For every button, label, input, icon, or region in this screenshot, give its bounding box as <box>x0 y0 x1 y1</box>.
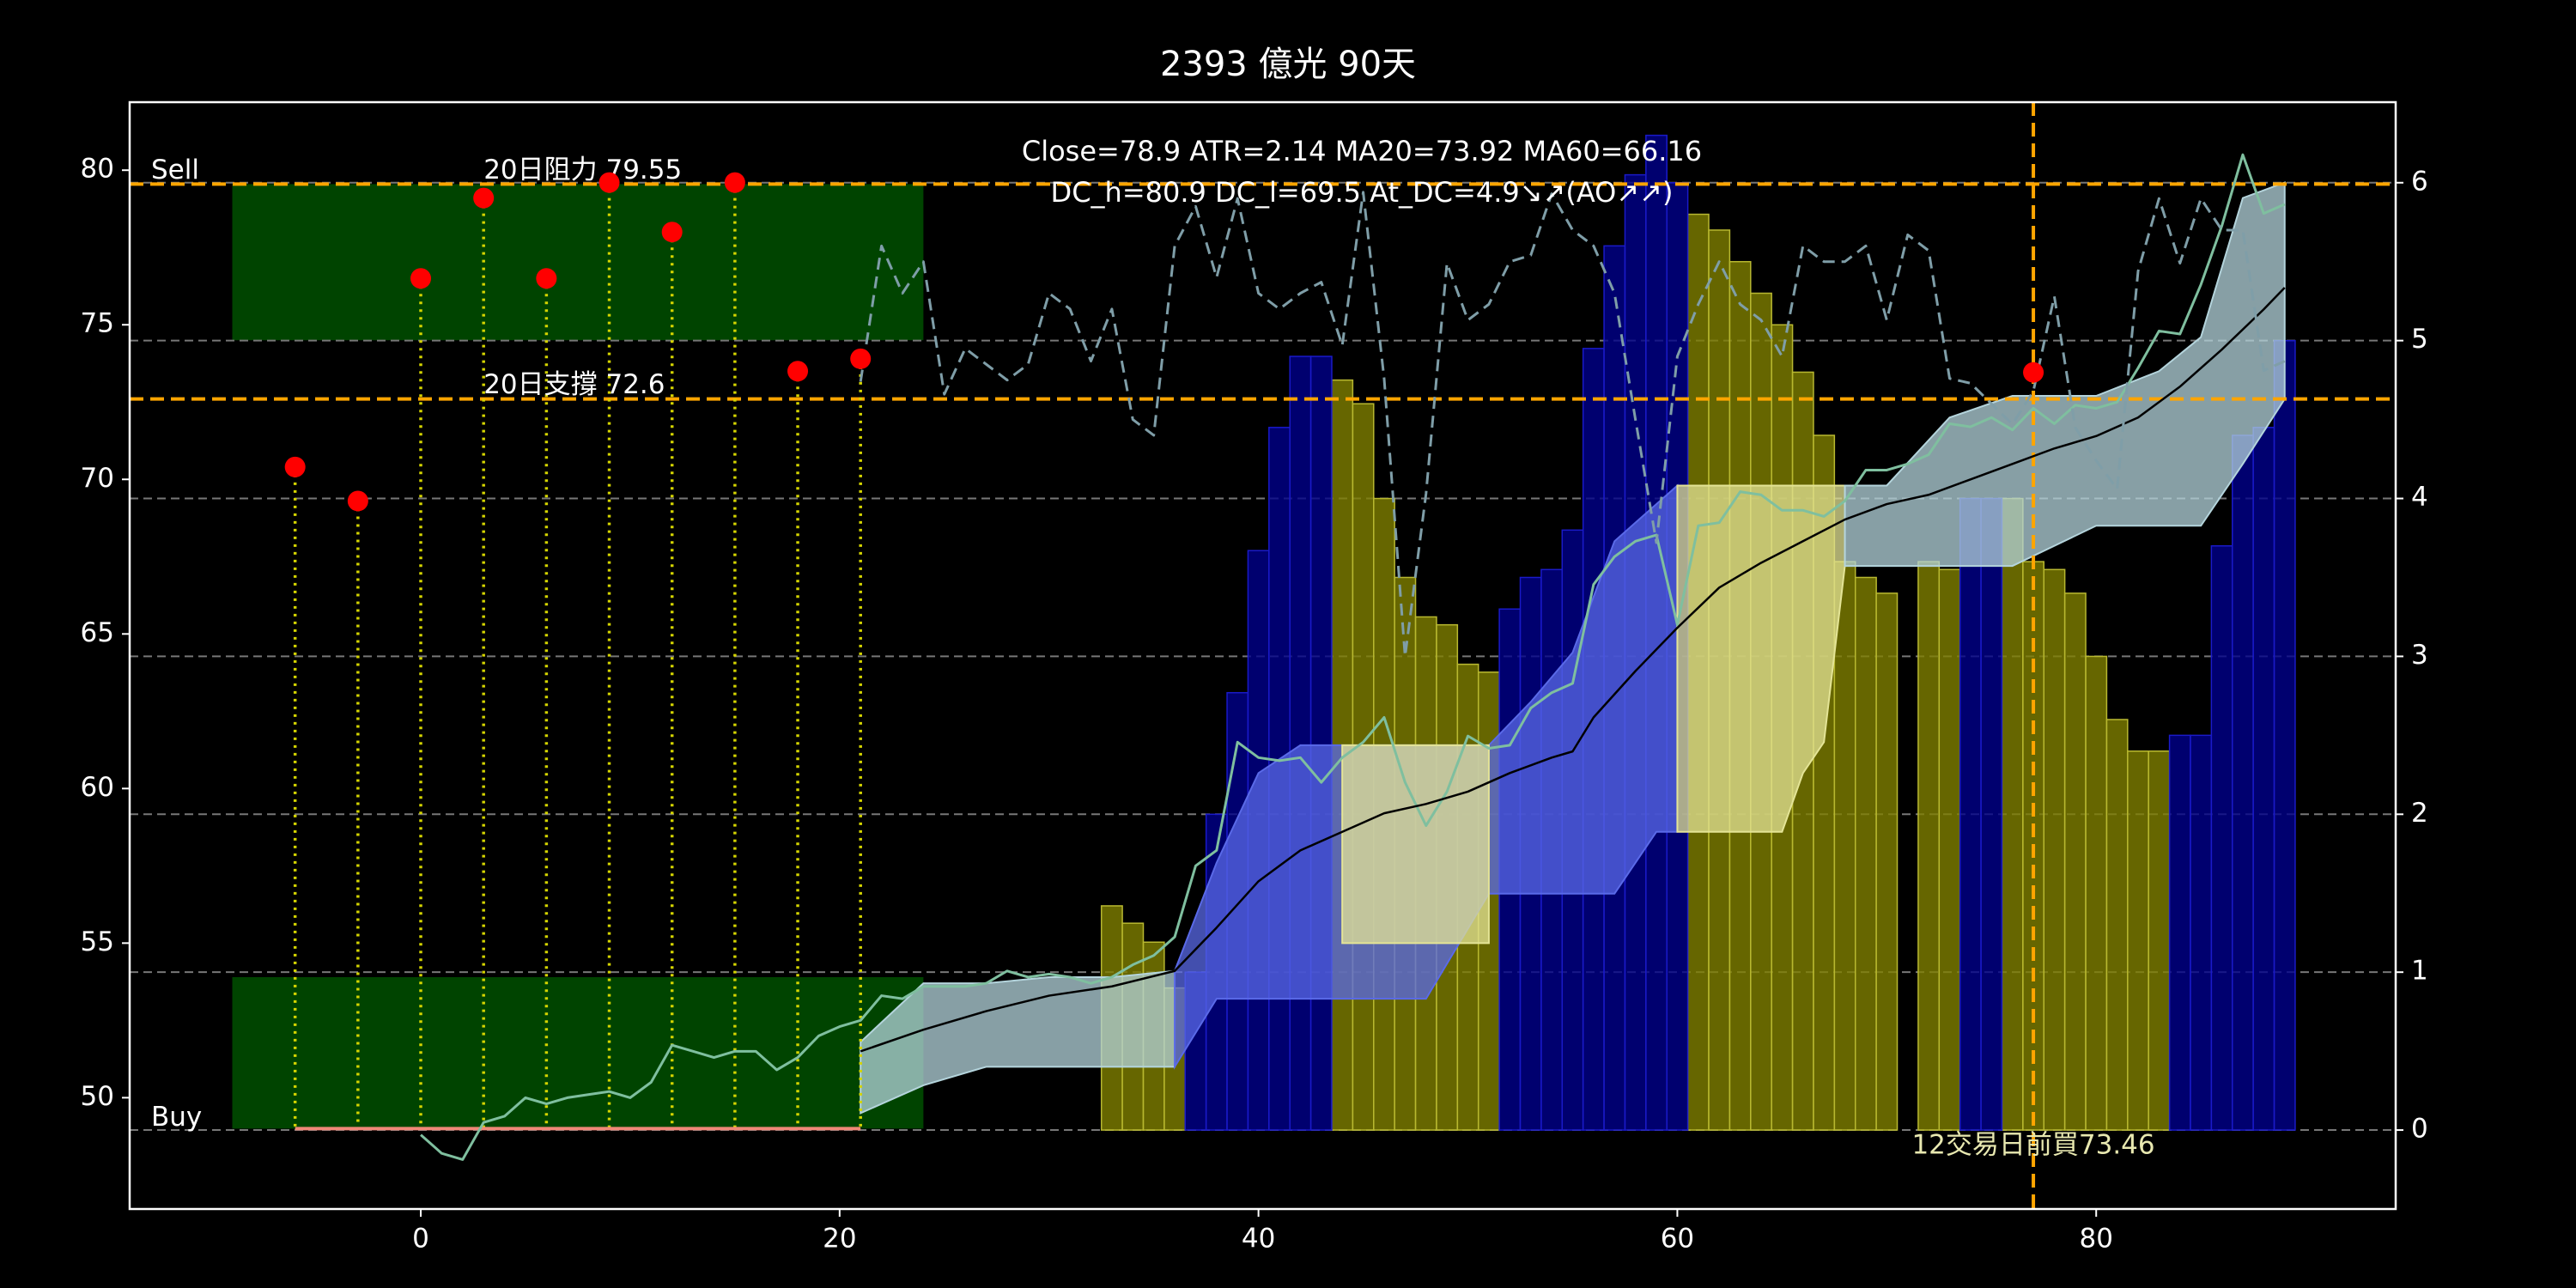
band <box>1844 181 2286 568</box>
signal-dot <box>473 187 495 209</box>
level-label: 20日支撐 72.6 <box>483 369 665 400</box>
zone <box>232 184 924 341</box>
signal-dot <box>410 268 432 289</box>
y-tick-label: 65 <box>81 617 114 648</box>
bar <box>1917 561 1941 1131</box>
signal-dot <box>724 172 745 193</box>
band <box>1341 744 1490 945</box>
x-tick-label: 80 <box>2079 1224 2112 1255</box>
bar <box>2168 734 2191 1131</box>
x-tick-label: 40 <box>1242 1224 1275 1255</box>
signal-dot <box>787 361 809 382</box>
series-line <box>860 287 2286 1053</box>
bar <box>2105 719 2129 1131</box>
y-tick-label: 70 <box>81 463 114 494</box>
y2-tick-label: 5 <box>2411 324 2428 355</box>
y-tick-label: 55 <box>81 927 114 957</box>
y-tick-label: 50 <box>81 1081 114 1112</box>
y-tick-label: 60 <box>81 772 114 803</box>
x-tick-label: 0 <box>412 1224 429 1255</box>
zone-label: Buy <box>151 1102 202 1133</box>
signal-dot <box>347 490 368 512</box>
bar <box>2063 592 2087 1131</box>
y2-tick-label: 6 <box>2411 166 2428 197</box>
signal-dot <box>850 348 872 369</box>
buy-dot <box>2023 361 2044 383</box>
bar <box>1854 576 1877 1131</box>
bar <box>2210 544 2233 1131</box>
bar <box>1289 355 1312 1131</box>
y2-tick-label: 4 <box>2411 482 2428 513</box>
bar <box>1980 497 2003 1131</box>
signal-dot <box>661 222 683 243</box>
y2-tick-label: 3 <box>2411 640 2428 671</box>
chart-title: 2393 億光 90天 <box>1160 45 1416 84</box>
bar <box>2043 568 2066 1131</box>
bar <box>2085 655 2108 1131</box>
plot-area <box>130 102 2396 1209</box>
x-tick-label: 60 <box>1661 1224 1694 1255</box>
y2-tick-label: 0 <box>2411 1114 2428 1145</box>
signal-dot <box>598 172 620 193</box>
bar <box>1309 355 1333 1131</box>
y2-tick-label: 1 <box>2411 956 2428 987</box>
series-line <box>859 191 2286 658</box>
bar <box>2001 497 2024 1131</box>
signal-dot <box>536 268 557 289</box>
signal-dot <box>284 456 306 477</box>
bar <box>1833 561 1856 1131</box>
bar <box>1959 497 1982 1131</box>
bar <box>2273 339 2296 1131</box>
stats-text: DC_h=80.9 DC_l=69.5 At_DC=4.9↘↗(AO↗↗) <box>1051 176 1674 209</box>
bar <box>2252 427 2275 1131</box>
buy-note: 12交易日前買73.46 <box>1911 1130 2154 1161</box>
bar <box>2190 734 2213 1131</box>
bar <box>2127 750 2149 1131</box>
series-line <box>420 153 2286 1161</box>
bar <box>2148 750 2171 1131</box>
y-tick-label: 75 <box>81 308 114 339</box>
zone <box>232 976 924 1129</box>
bar <box>1875 592 1899 1131</box>
bar <box>1938 568 1961 1131</box>
y-tick-label: 80 <box>81 154 114 185</box>
level-label: 20日阻力 79.55 <box>483 155 682 185</box>
stats-text: Close=78.9 ATR=2.14 MA20=73.92 MA60=66.1… <box>1022 135 1702 167</box>
bar <box>2232 434 2254 1131</box>
x-tick-label: 20 <box>823 1224 856 1255</box>
zone-label: Sell <box>151 155 199 185</box>
y2-tick-label: 2 <box>2411 798 2428 829</box>
